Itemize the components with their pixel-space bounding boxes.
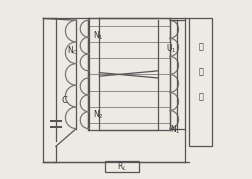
Text: 磁: 磁 (198, 42, 203, 51)
Text: U$_1$: U$_1$ (166, 42, 177, 55)
Text: N$_1$: N$_1$ (93, 30, 104, 42)
Text: 分: 分 (198, 67, 203, 76)
Bar (105, 161, 139, 172)
Bar (189, 18, 212, 146)
Text: N$_1$: N$_1$ (170, 123, 180, 136)
Text: R$_L$: R$_L$ (117, 161, 127, 173)
Text: C: C (62, 96, 68, 105)
Text: N$_C$: N$_C$ (67, 44, 78, 57)
Text: N$_2$: N$_2$ (93, 108, 104, 121)
Text: 路: 路 (198, 92, 203, 101)
